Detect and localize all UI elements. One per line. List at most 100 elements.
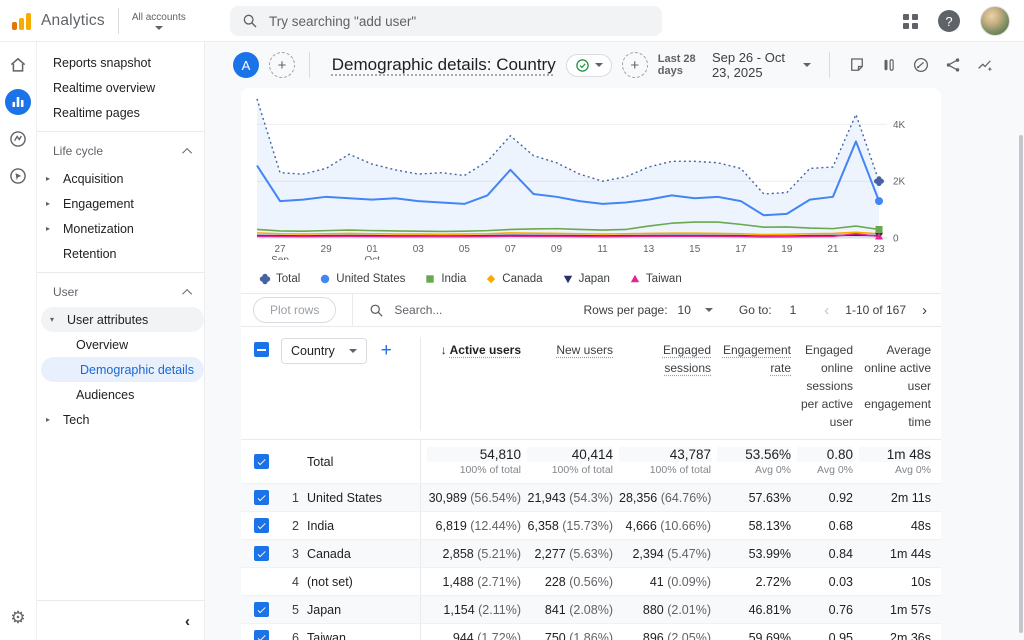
workspace-avatar[interactable]: A [233, 52, 259, 78]
goto-page-input[interactable]: 1 [789, 303, 797, 317]
chevron-down-icon [154, 25, 163, 30]
advertising-icon[interactable] [5, 163, 31, 189]
metric-cell: 880 (2.01%) [642, 602, 711, 617]
svg-text:09: 09 [551, 244, 563, 255]
avatar[interactable] [980, 6, 1010, 36]
sidebar-item-realtime-pages[interactable]: Realtime pages [37, 100, 204, 125]
plot-rows-button[interactable]: Plot rows [253, 297, 337, 323]
google-apps-icon[interactable] [903, 13, 918, 29]
sidebar-item-label: Engagement [63, 196, 134, 211]
row-checkbox[interactable] [253, 630, 269, 640]
brand-title: Analytics [41, 11, 105, 29]
previous-page-icon[interactable]: ‹ [824, 301, 830, 319]
metric-cell: 58.13% [748, 518, 791, 533]
column-header-engagement-rate[interactable]: Engagement rate [711, 337, 791, 431]
legend-item-taiwan: Taiwan [629, 273, 682, 285]
search-icon [243, 14, 257, 28]
insights-sparkle-icon[interactable] [976, 54, 994, 76]
sidebar-item-audiences[interactable]: Audiences [37, 382, 204, 407]
chevron-collapsed-icon[interactable]: ▸ [46, 224, 51, 233]
sidebar-item-realtime-overview[interactable]: Realtime overview [37, 75, 204, 100]
row-checkbox-cell [241, 630, 281, 640]
svg-text:21: 21 [827, 244, 839, 255]
legend-label: United States [336, 273, 406, 285]
sidebar-item-demographic-details[interactable]: Demographic details [41, 357, 204, 382]
sidebar-item-engagement[interactable]: ▸ Engagement [37, 191, 204, 216]
sidebar-item-overview[interactable]: Overview [37, 332, 204, 357]
global-search-input[interactable]: Try searching "add user" [230, 6, 662, 36]
divider [829, 52, 831, 78]
row-checkbox[interactable] [253, 342, 269, 357]
table-search-input[interactable]: Search... [369, 303, 442, 318]
table-header-row: Country + ↓ Active users New users Engaged s… [241, 327, 941, 439]
svg-text:27: 27 [274, 244, 286, 255]
chevron-collapsed-icon[interactable]: ▸ [46, 415, 51, 424]
sidebar-item-label: Audiences [76, 387, 135, 402]
next-page-icon[interactable]: › [922, 301, 927, 319]
divider [309, 52, 310, 78]
column-header-label: Engaged online sessions per active user [800, 343, 853, 429]
compare-bars-icon[interactable] [880, 54, 898, 76]
goto-label: Go to: [738, 303, 772, 317]
svg-text:4K: 4K [893, 120, 906, 131]
column-header-engaged-sessions[interactable]: Engaged sessions [613, 337, 711, 431]
legend-item-canada: Canada [485, 273, 543, 285]
share-icon[interactable] [944, 54, 962, 76]
note-icon[interactable] [848, 54, 866, 76]
row-checkbox[interactable] [253, 454, 269, 469]
country-name: Japan [307, 596, 421, 623]
help-icon[interactable]: ? [938, 10, 960, 32]
column-header-engaged-online-sessions-per-active-user[interactable]: Engaged online sessions per active user [791, 337, 853, 431]
total-cell: 0.80 Avg 0% [791, 447, 853, 476]
column-header-label: Average online active user engagement ti… [864, 343, 931, 429]
analytics-logo-link[interactable]: Analytics [0, 10, 105, 32]
collapse-drawer-icon[interactable]: ‹ [185, 613, 190, 630]
sidebar-item-user-attributes[interactable]: ▾ User attributes [41, 307, 204, 332]
square-marker-icon [426, 275, 435, 283]
add-comparison-button[interactable]: + [621, 52, 648, 78]
report-status-dropdown[interactable] [565, 53, 612, 77]
add-workspace-button[interactable]: + [269, 52, 295, 78]
explore-icon[interactable] [5, 126, 31, 152]
row-number: 5 [292, 602, 299, 617]
row-checkbox[interactable] [253, 490, 269, 505]
column-header-average-online-active-user-engagement-time[interactable]: Average online active user engagement ti… [853, 337, 931, 431]
circle-marker-icon [321, 274, 330, 284]
home-icon[interactable] [5, 52, 31, 78]
table-row-india: 2 India 6,819 (12.44%) 6,358 (15.73%) 4,666 … [241, 511, 941, 539]
sidebar-item-retention[interactable]: Retention [37, 241, 204, 266]
sidebar-item-acquisition[interactable]: ▸ Acquisition [37, 166, 204, 191]
sidebar-item-reports-snapshot[interactable]: Reports snapshot [37, 50, 204, 75]
sidebar-section-life-cycle[interactable]: Life cycle [37, 136, 204, 166]
row-checkbox[interactable] [253, 546, 269, 561]
reports-icon[interactable] [5, 89, 31, 115]
row-checkbox[interactable] [253, 518, 269, 533]
dimension-select[interactable]: Country [281, 338, 367, 364]
country-name: United States [307, 484, 421, 511]
add-dimension-button[interactable]: + [380, 340, 392, 361]
chevron-collapsed-icon[interactable]: ▸ [46, 199, 51, 208]
sidebar-section-user[interactable]: User [37, 277, 204, 307]
speed-insights-icon[interactable] [912, 54, 930, 76]
row-number: 2 [292, 518, 299, 533]
admin-gear-icon[interactable]: ⚙ [10, 608, 26, 627]
sidebar-item-label: Realtime pages [53, 105, 140, 120]
column-header-new-users[interactable]: New users [521, 337, 613, 431]
svg-text:Sep: Sep [271, 255, 289, 260]
country-name: India [307, 512, 421, 539]
rows-per-page-select[interactable]: 10 [678, 303, 713, 317]
chevron-down-icon[interactable] [803, 63, 812, 67]
metric-cell: 48s [910, 518, 931, 533]
legend-item-united-states: United States [319, 273, 405, 285]
vertical-scrollbar[interactable] [1019, 135, 1023, 633]
row-checkbox[interactable] [253, 602, 269, 617]
chevron-expanded-icon[interactable]: ▾ [50, 315, 55, 324]
chevron-collapsed-icon[interactable]: ▸ [46, 174, 51, 183]
column-header-active-users[interactable]: ↓ Active users [421, 337, 521, 431]
sidebar-item-tech[interactable]: ▸ Tech [37, 407, 204, 432]
account-switcher[interactable]: All accounts [132, 12, 186, 30]
svg-text:17: 17 [735, 244, 747, 255]
sidebar-item-monetization[interactable]: ▸ Monetization [37, 216, 204, 241]
legend-label: Taiwan [645, 273, 682, 285]
date-range-selector[interactable]: Sep 26 - Oct 23, 2025 [711, 50, 785, 80]
